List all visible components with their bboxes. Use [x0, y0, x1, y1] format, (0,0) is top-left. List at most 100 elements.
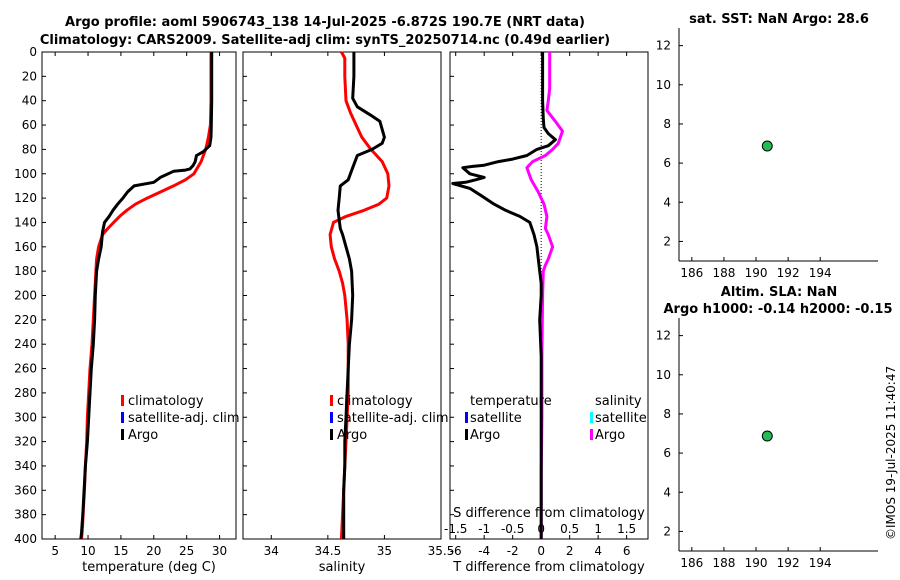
legend-entry-label: satellite	[595, 411, 647, 426]
y-tick-label: 160	[14, 240, 37, 254]
y-tick-label: 140	[14, 215, 37, 229]
temperature-climatology-line	[80, 52, 213, 540]
y-tick-label: 2	[663, 234, 671, 248]
x-tick-label: 194	[809, 556, 832, 570]
difference-plot-frame	[449, 51, 649, 540]
y-tick-label: 6	[663, 156, 671, 170]
figure-title-line1: Argo profile: aoml 5906743_138 14-Jul-20…	[65, 15, 585, 30]
salinity-plot-frame	[242, 51, 442, 540]
x-tick-label: -2	[507, 544, 519, 558]
x-tick-label: -6	[450, 544, 462, 558]
y-tick-label: 40	[22, 94, 37, 108]
y-tick-label: 180	[14, 264, 37, 278]
y-tick-label: 6	[663, 446, 671, 460]
y-tick-label: 380	[14, 508, 37, 522]
legend-swatch	[121, 395, 124, 406]
salinity-difference-tick-label: 1	[594, 522, 602, 536]
x-tick-label: 15	[113, 544, 128, 558]
temperature-plot-frame	[41, 51, 237, 540]
legend-swatch	[330, 429, 333, 440]
y-tick-label: 120	[14, 191, 37, 205]
y-tick-label: 260	[14, 362, 37, 376]
altim-subtitle: Argo h1000: -0.14 h2000: -0.15	[663, 302, 892, 317]
salinity-argo-line	[336, 52, 386, 539]
y-tick-label: 10	[656, 78, 671, 92]
salinity-difference-tick-label: -1	[478, 522, 490, 536]
legend-entry-label: Argo	[128, 428, 158, 443]
temperature-argo-line	[79, 52, 214, 540]
temperature-legend-title: temperature	[470, 394, 552, 409]
sst-title: sat. SST: NaN Argo: 28.6	[689, 12, 869, 27]
legend-entry-label: satellite	[470, 411, 522, 426]
temperature-x-axis-label: temperature (deg C)	[82, 560, 216, 575]
x-tick-label: 34	[264, 544, 279, 558]
legend-swatch	[121, 429, 124, 440]
x-tick-label: 25	[179, 544, 194, 558]
y-tick-label: 8	[663, 117, 671, 131]
x-tick-label: 6	[623, 544, 631, 558]
salinity-difference-tick-label: 1.5	[617, 522, 636, 536]
x-tick-label: 5	[51, 544, 59, 558]
y-tick-label: 240	[14, 337, 37, 351]
salinity-difference-tick-label: -1.5	[444, 522, 467, 536]
legend-swatch	[330, 395, 333, 406]
legend-entry-label: Argo	[595, 428, 625, 443]
salinity-difference-line	[525, 52, 564, 539]
legend-entry-label: Argo	[337, 428, 367, 443]
altim-title: Altim. SLA: NaN	[721, 285, 837, 300]
legend-entry-label: satellite-adj. clim	[128, 411, 240, 426]
temperature-difference-line	[451, 52, 557, 539]
y-tick-label: 400	[14, 532, 37, 546]
x-tick-label: 10	[80, 544, 95, 558]
y-tick-label: 60	[22, 118, 37, 132]
y-tick-label: 360	[14, 483, 37, 497]
y-tick-label: 80	[22, 142, 37, 156]
x-tick-label: 186	[680, 266, 703, 280]
y-tick-label: 280	[14, 386, 37, 400]
y-tick-label: 100	[14, 167, 37, 181]
y-tick-label: 2	[663, 524, 671, 538]
x-tick-label: 188	[712, 266, 735, 280]
legend-entry-label: Argo	[470, 428, 500, 443]
x-tick-label: 186	[680, 556, 703, 570]
legend-entry-label: climatology	[337, 394, 413, 409]
x-tick-label: 194	[809, 266, 832, 280]
argo-position-marker	[761, 140, 773, 152]
legend-swatch	[121, 412, 124, 423]
y-tick-label: 220	[14, 313, 37, 327]
x-tick-label: 35.5	[428, 544, 455, 558]
x-tick-label: 35	[377, 544, 392, 558]
y-tick-label: 340	[14, 459, 37, 473]
y-tick-label: 200	[14, 289, 37, 303]
y-tick-label: 320	[14, 435, 37, 449]
salinity-x-axis-label: salinity	[319, 560, 366, 575]
y-tick-label: 10	[656, 368, 671, 382]
x-tick-label: 190	[745, 266, 768, 280]
legend-swatch	[465, 412, 468, 423]
x-tick-label: 190	[745, 556, 768, 570]
x-tick-label: 34.5	[314, 544, 341, 558]
x-tick-label: 20	[146, 544, 161, 558]
salinity-legend-title: salinity	[595, 394, 642, 409]
x-tick-label: 188	[712, 556, 735, 570]
x-tick-label: 2	[566, 544, 574, 558]
y-tick-label: 4	[663, 195, 671, 209]
legend-entry-label: satellite-adj. clim	[337, 411, 449, 426]
x-tick-label: 0	[537, 544, 545, 558]
x-tick-label: 4	[594, 544, 602, 558]
y-tick-label: 12	[656, 39, 671, 53]
y-tick-label: 4	[663, 485, 671, 499]
y-tick-label: 12	[656, 329, 671, 343]
salinity-difference-tick-label: 0.5	[560, 522, 579, 536]
x-tick-label: 192	[777, 556, 800, 570]
y-tick-label: 20	[22, 69, 37, 83]
legend-swatch	[330, 412, 333, 423]
legend-swatch	[590, 412, 593, 423]
legend-entry-label: climatology	[128, 394, 204, 409]
legend-swatch	[590, 429, 593, 440]
temperature-difference-axis-label: T difference from climatology	[452, 560, 645, 575]
figure-title-line2: Climatology: CARS2009. Satellite-adj cli…	[39, 33, 611, 48]
x-tick-label: -4	[478, 544, 490, 558]
x-tick-label: 192	[777, 266, 800, 280]
y-tick-label: 300	[14, 410, 37, 424]
